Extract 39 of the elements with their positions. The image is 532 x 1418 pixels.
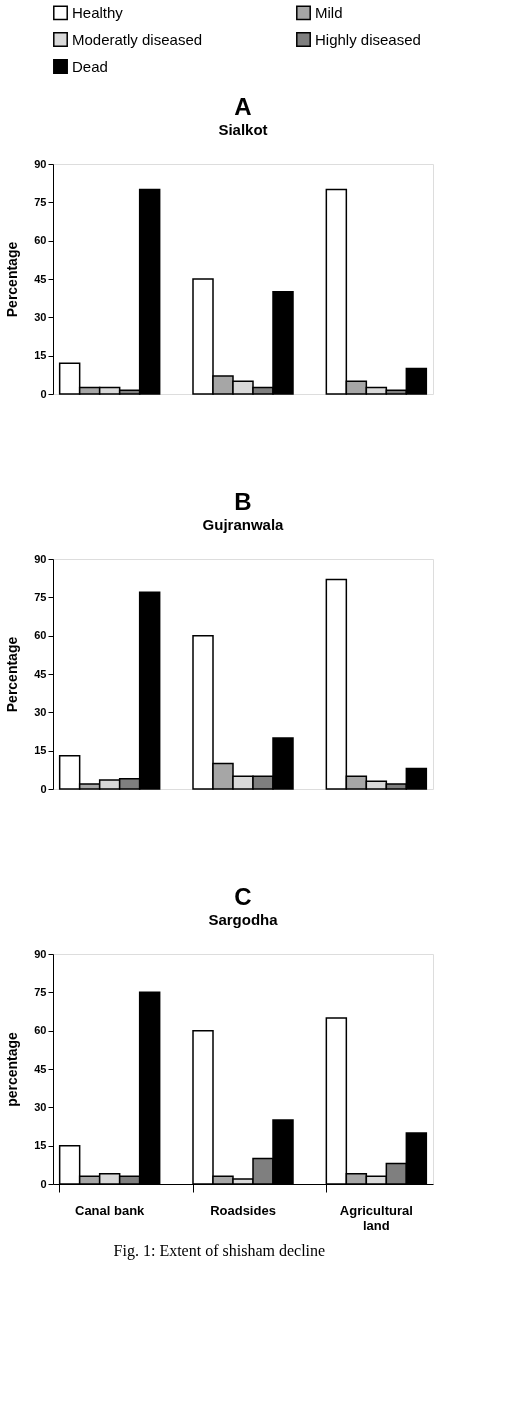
legend-label: Moderatly diseased xyxy=(72,30,203,48)
x-tick-label: Canal bank xyxy=(74,1202,146,1218)
chart-subtitle: Sialkot xyxy=(218,121,268,138)
chart-subtitle: Sargodha xyxy=(208,911,279,928)
chart-title: B xyxy=(234,488,252,515)
x-tick-label: Roadsides xyxy=(210,1202,276,1218)
y-tick-label: 60 xyxy=(34,1024,47,1037)
y-tick-label: 90 xyxy=(34,947,47,960)
legend-label: Healthy xyxy=(72,3,124,21)
y-tick-label: 90 xyxy=(34,157,47,170)
y-tick-label: 15 xyxy=(34,744,47,757)
y-axis-title: Percentage xyxy=(4,636,21,713)
y-tick-label: 0 xyxy=(40,387,47,400)
y-tick-label: 90 xyxy=(34,552,47,565)
chart-title: A xyxy=(234,93,252,120)
x-tick-label: Agricultural land xyxy=(339,1202,413,1233)
y-tick-label: 30 xyxy=(34,1100,47,1113)
y-tick-label: 45 xyxy=(34,667,47,680)
y-tick-label: 60 xyxy=(34,629,47,642)
legend-label: Highly diseased xyxy=(315,30,421,48)
legend-label: Mild xyxy=(315,3,343,21)
y-tick-label: 75 xyxy=(34,590,47,603)
y-tick-label: 30 xyxy=(34,310,47,323)
y-axis-title: percentage xyxy=(4,1031,21,1107)
y-tick-label: 0 xyxy=(40,782,47,795)
chart-title: C xyxy=(234,883,252,910)
y-tick-label: 75 xyxy=(34,985,47,998)
y-tick-label: 15 xyxy=(34,1139,47,1152)
y-axis-title: Percentage xyxy=(4,241,21,318)
legend-label: Dead xyxy=(72,57,108,75)
caption: Fig. 1: Extent of shisham decline xyxy=(113,1241,326,1260)
y-tick-label: 0 xyxy=(40,1177,47,1190)
y-tick-label: 45 xyxy=(34,272,47,285)
y-tick-label: 30 xyxy=(34,705,47,718)
y-tick-label: 75 xyxy=(34,195,47,208)
y-tick-label: 45 xyxy=(34,1062,47,1075)
chart-subtitle: Gujranwala xyxy=(202,516,285,533)
y-tick-label: 60 xyxy=(34,234,47,247)
y-tick-label: 15 xyxy=(34,349,47,362)
